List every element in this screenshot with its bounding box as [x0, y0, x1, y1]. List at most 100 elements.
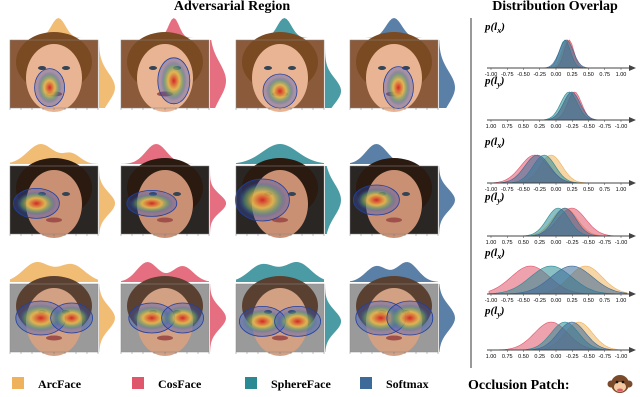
legend-label: CosFace	[158, 377, 202, 391]
axis-tick-label: 1.00	[486, 240, 497, 246]
mouth	[157, 217, 173, 223]
axis-tick-label: 0.00	[551, 124, 562, 130]
monkey-icon	[607, 375, 633, 393]
label-close: )	[500, 305, 505, 317]
axis-tick-label: 0.75	[599, 72, 610, 78]
axis-tick-label: -0.75	[598, 240, 611, 246]
axis-tick-label: 0.00	[551, 298, 562, 304]
face-panel	[9, 18, 115, 112]
mouth	[157, 335, 173, 341]
label-sub: y	[496, 310, 501, 319]
legend-label: ArcFace	[38, 377, 82, 391]
eye	[288, 66, 296, 70]
label-open: p(l	[484, 136, 498, 148]
label-open: p(l	[484, 191, 498, 203]
heatmap	[53, 306, 90, 330]
eye	[378, 66, 386, 70]
top-density	[10, 262, 98, 282]
right-density	[325, 40, 341, 108]
top-density	[350, 144, 438, 164]
axis-tick-label: -0.75	[501, 72, 514, 78]
face-panel	[120, 262, 226, 356]
axis-tick-label: -0.50	[582, 354, 595, 360]
heatmap	[131, 306, 172, 330]
legend-swatch	[132, 377, 144, 389]
axis-tick-label: -1.00	[485, 298, 498, 304]
right-density	[99, 166, 115, 234]
face-panel	[234, 144, 341, 238]
axis-tick-label: -0.50	[582, 240, 595, 246]
right-density	[210, 40, 226, 108]
heatmap	[129, 193, 174, 214]
face-panel	[120, 18, 226, 112]
right-density	[99, 40, 115, 108]
face-panel	[235, 262, 341, 356]
label-close: )	[500, 247, 505, 259]
label-close: )	[500, 191, 505, 203]
axis-arrow	[629, 65, 636, 71]
face-panel	[349, 18, 455, 112]
right-density	[439, 284, 455, 352]
eye	[62, 192, 70, 196]
legend-swatch	[360, 377, 372, 389]
left-title: Adversarial Region	[174, 0, 290, 14]
face-panel	[349, 144, 455, 238]
axis-arrow	[629, 117, 636, 123]
overlap-density	[489, 91, 627, 121]
axis-arrow	[629, 347, 636, 353]
mouth	[386, 335, 402, 341]
axis-tick-label: 0.50	[583, 72, 594, 78]
overlap-label: p(lx)	[484, 136, 505, 150]
axis-tick-label: 0.25	[567, 187, 578, 193]
heatmap	[356, 188, 397, 212]
right-title: Distribution Overlap	[492, 0, 618, 14]
axis-tick-label: -0.50	[517, 298, 530, 304]
legend-label: Softmax	[386, 377, 429, 391]
axis-tick-label: 0.50	[583, 187, 594, 193]
mouth	[46, 217, 62, 223]
axis-tick-label: 0.25	[534, 124, 545, 130]
face-panel	[349, 262, 455, 356]
axis-tick-label: 0.00	[551, 354, 562, 360]
eye	[402, 192, 410, 196]
axis-tick-label: 0.25	[567, 298, 578, 304]
heatmap	[18, 304, 63, 332]
axis-arrow	[629, 291, 636, 297]
axis-tick-label: -1.00	[485, 72, 498, 78]
axis-tick-label: -1.00	[615, 240, 628, 246]
axis-tick-label: 0.50	[583, 298, 594, 304]
axis-tick-label: -0.50	[517, 187, 530, 193]
axis-tick-label: 0.25	[534, 354, 545, 360]
axis-tick-label: -0.25	[566, 240, 579, 246]
heatmap	[277, 309, 318, 334]
axis-tick-label: 0.50	[518, 354, 529, 360]
label-open: p(l	[484, 21, 498, 33]
axis-tick-label: 0.75	[502, 124, 513, 130]
axis-tick-label: 1.00	[616, 298, 627, 304]
heatmap	[242, 309, 283, 334]
axis-tick-label: -0.25	[566, 124, 579, 130]
top-density	[236, 262, 324, 282]
overlap-label: p(ly)	[484, 191, 504, 205]
top-density	[10, 144, 98, 164]
axis-tick-label: -0.25	[533, 187, 546, 193]
axis-tick-label: 1.00	[616, 187, 627, 193]
axis-tick-label: 0.00	[551, 187, 562, 193]
mouth	[46, 335, 62, 341]
heatmap	[160, 60, 187, 101]
axis-tick-label: 0.75	[599, 187, 610, 193]
label-close: )	[500, 21, 505, 33]
axis-tick-label: 0.75	[502, 354, 513, 360]
right-density	[439, 166, 455, 234]
right-density	[325, 166, 341, 234]
axis-tick-label: 0.00	[551, 240, 562, 246]
overlap-label: p(lx)	[484, 247, 505, 261]
heatmap	[386, 69, 411, 106]
legend-swatch	[245, 377, 257, 389]
top-density	[121, 144, 209, 164]
legend-swatch	[12, 377, 24, 389]
label-open: p(l	[484, 305, 498, 317]
label-open: p(l	[484, 247, 498, 259]
mouth	[272, 217, 288, 223]
